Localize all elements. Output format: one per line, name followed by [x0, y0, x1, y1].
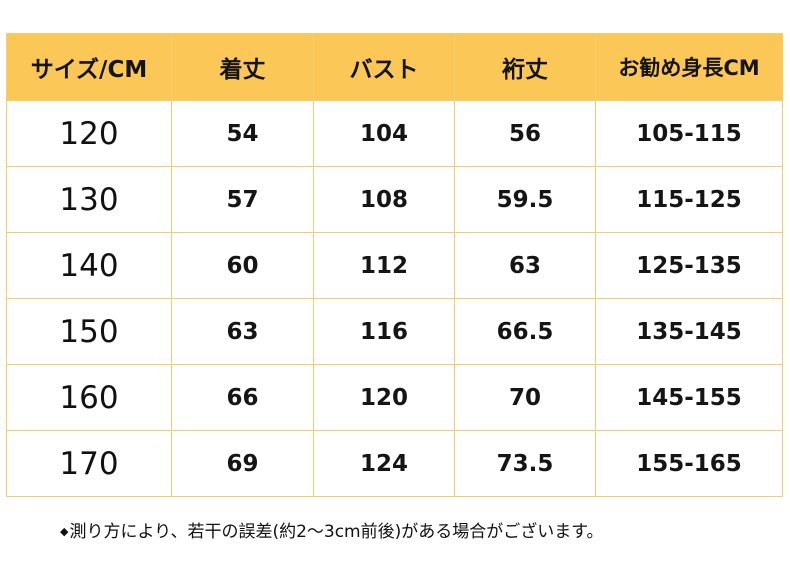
bust-cell: 112: [313, 232, 455, 299]
size-cell: 120: [6, 100, 172, 167]
height-cell: 145-155: [595, 364, 783, 431]
bust-cell: 124: [313, 430, 455, 497]
table-row: 130 57 108 59.5 115-125: [6, 166, 783, 233]
header-bust: バスト: [313, 33, 455, 101]
sleeve-cell: 56: [454, 100, 596, 167]
height-cell: 135-145: [595, 298, 783, 365]
diamond-bullet-icon: ◆: [60, 525, 69, 538]
height-cell: 105-115: [595, 100, 783, 167]
length-cell: 60: [171, 232, 314, 299]
length-cell: 57: [171, 166, 314, 233]
table-row: 160 66 120 70 145-155: [6, 364, 783, 431]
sleeve-cell: 63: [454, 232, 596, 299]
header-size: サイズ/CM: [6, 33, 172, 101]
sleeve-cell: 66.5: [454, 298, 596, 365]
height-cell: 155-165: [595, 430, 783, 497]
length-cell: 54: [171, 100, 314, 167]
bust-cell: 104: [313, 100, 455, 167]
size-chart-table: サイズ/CM 着丈 バスト 裄丈 お勧め身長CM 120 54 104 56 1…: [6, 33, 783, 497]
size-cell: 130: [6, 166, 172, 233]
sleeve-cell: 73.5: [454, 430, 596, 497]
size-cell: 150: [6, 298, 172, 365]
note-text: 測り方により、若干の誤差(約2～3cm前後)がある場合がございます。: [69, 522, 604, 542]
table-row: 150 63 116 66.5 135-145: [6, 298, 783, 365]
size-cell: 140: [6, 232, 172, 299]
table-row: 120 54 104 56 105-115: [6, 100, 783, 167]
header-length: 着丈: [171, 33, 314, 101]
table-row: 170 69 124 73.5 155-165: [6, 430, 783, 497]
bust-cell: 108: [313, 166, 455, 233]
size-cell: 160: [6, 364, 172, 431]
sleeve-cell: 70: [454, 364, 596, 431]
measurement-note: ◆測り方により、若干の誤差(約2～3cm前後)がある場合がございます。: [60, 517, 604, 542]
length-cell: 69: [171, 430, 314, 497]
length-cell: 66: [171, 364, 314, 431]
sleeve-cell: 59.5: [454, 166, 596, 233]
bust-cell: 116: [313, 298, 455, 365]
length-cell: 63: [171, 298, 314, 365]
header-sleeve: 裄丈: [454, 33, 596, 101]
table-row: 140 60 112 63 125-135: [6, 232, 783, 299]
table-header-row: サイズ/CM 着丈 バスト 裄丈 お勧め身長CM: [6, 33, 783, 101]
height-cell: 125-135: [595, 232, 783, 299]
bust-cell: 120: [313, 364, 455, 431]
size-cell: 170: [6, 430, 172, 497]
header-recommended-height: お勧め身長CM: [595, 33, 783, 101]
height-cell: 115-125: [595, 166, 783, 233]
